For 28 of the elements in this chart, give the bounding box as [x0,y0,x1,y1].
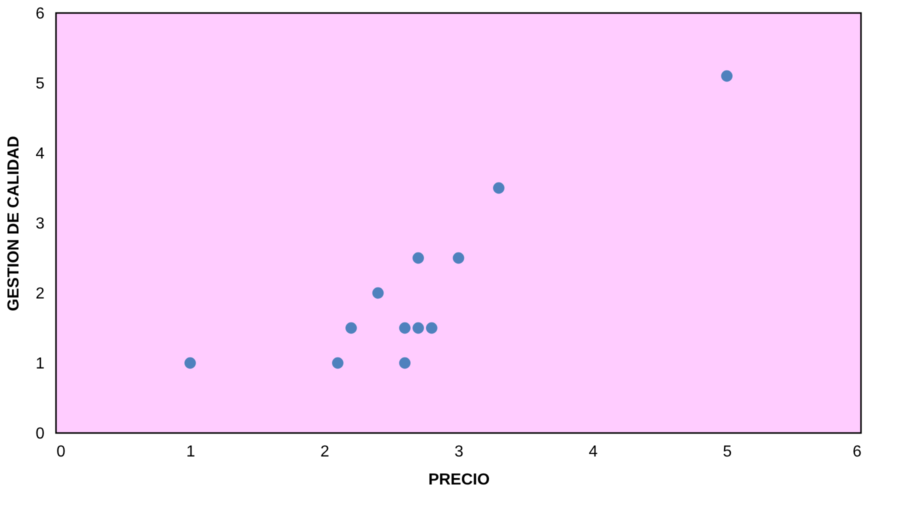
y-tick-label: 2 [36,286,45,302]
y-tick-label: 5 [36,76,45,92]
point [345,322,357,334]
x-tick-label: 0 [56,444,66,460]
y-tick-label: 4 [36,146,45,162]
point [184,357,196,369]
y-tick-label: 0 [36,426,45,442]
point [412,322,424,334]
x-axis-title: PRECIO [428,472,490,488]
point [332,357,344,369]
x-tick-label: 4 [588,444,598,460]
x-tick-label: 5 [722,444,732,460]
point [452,252,464,264]
point [493,182,504,194]
x-tick-label: 1 [186,444,196,460]
point [721,70,733,82]
y-tick-label: 1 [36,356,45,372]
y-tick-label: 3 [36,216,45,232]
x-tick-label: 6 [852,444,862,460]
point [412,252,424,264]
x-tick-label: 2 [320,444,330,460]
point [426,322,438,334]
point [372,287,384,299]
point [399,357,411,369]
x-tick-label: 3 [454,444,464,460]
y-axis-title: GESTION DE CALIDAD [6,136,23,312]
point [399,322,411,334]
y-tick-label: 6 [36,6,45,22]
